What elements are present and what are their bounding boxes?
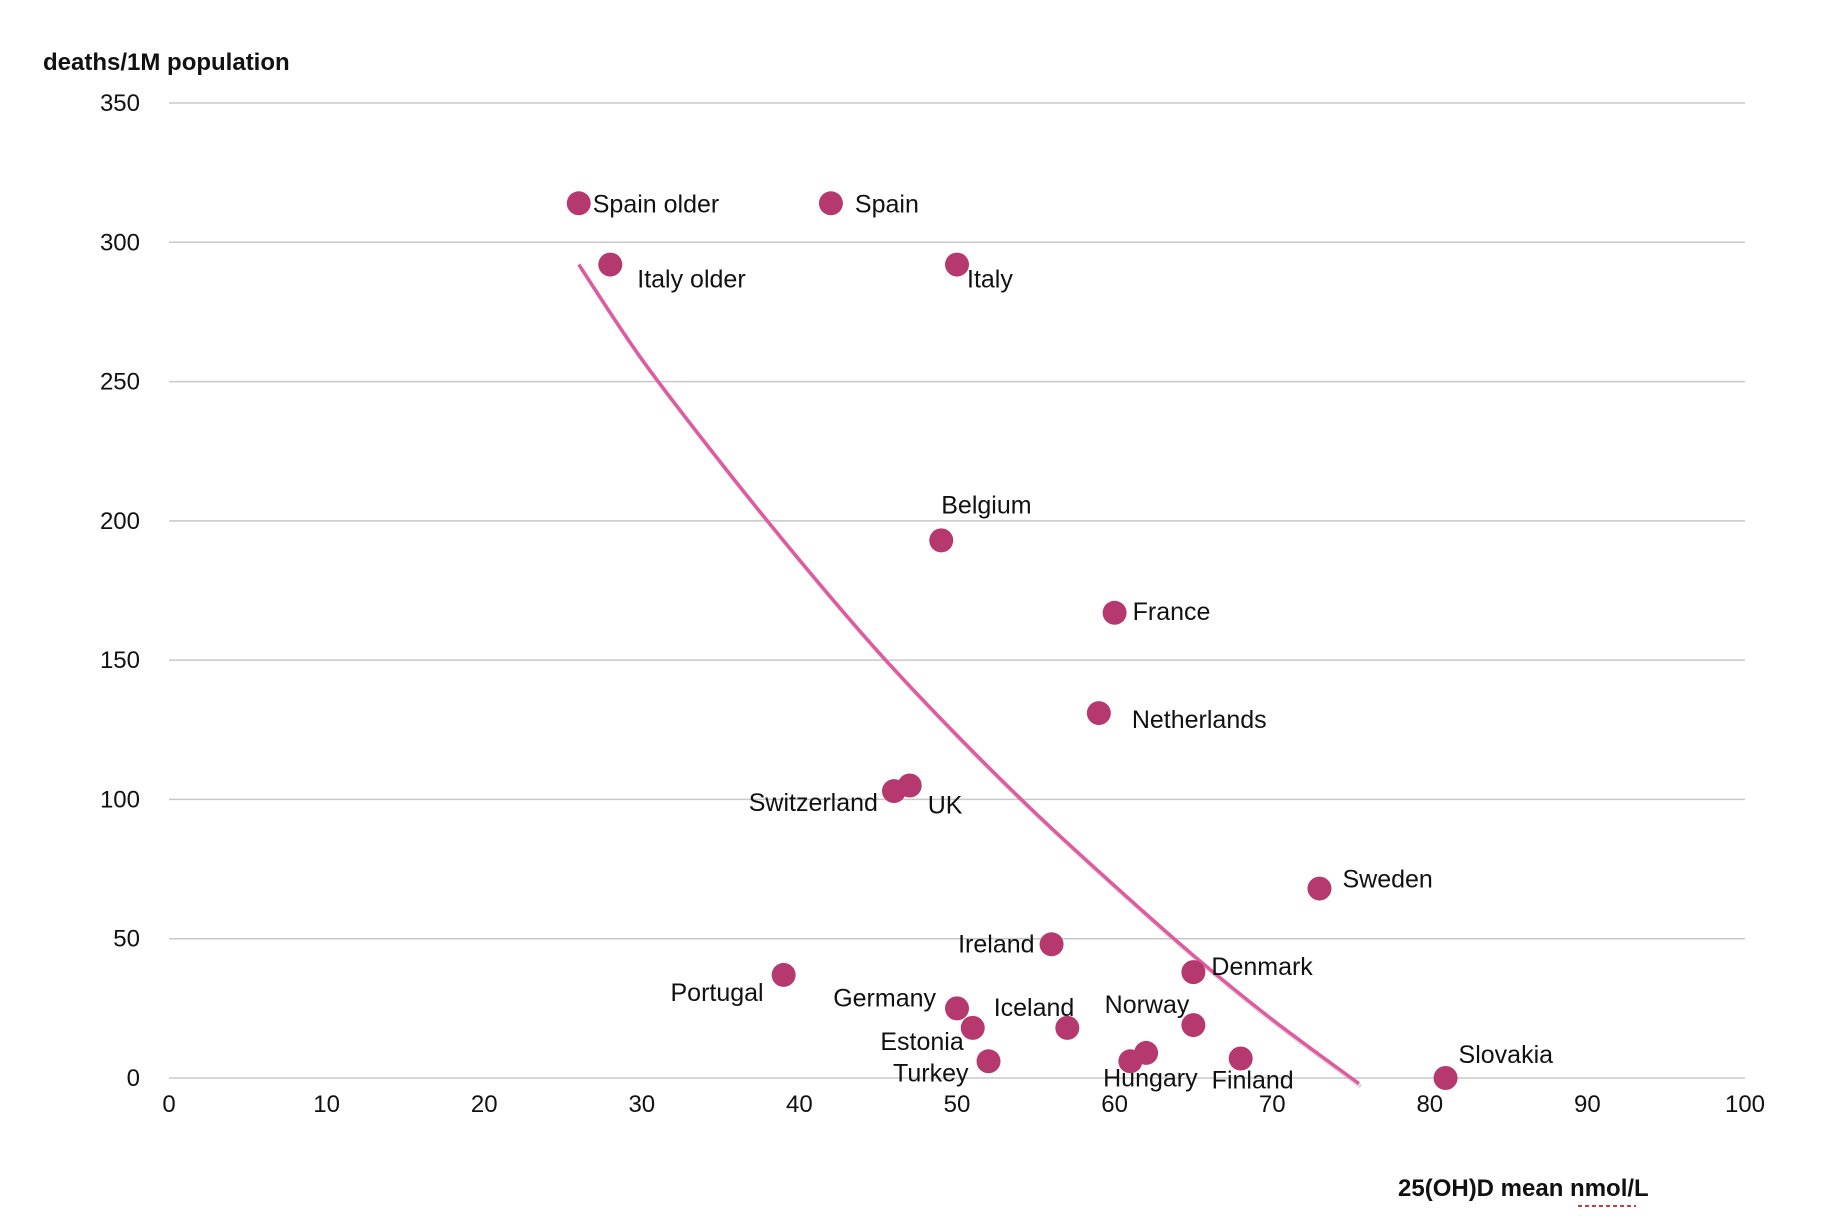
x-tick-label: 30 [628,1091,655,1118]
point-label: Germany [833,984,936,1012]
point-label: Finland [1212,1067,1294,1095]
y-tick-label: 300 [100,229,140,256]
gridlines [169,102,1745,1079]
point-label: Turkey [893,1059,969,1087]
x-tick-label: 80 [1416,1091,1443,1118]
data-point [1039,932,1064,957]
data-points [566,191,1458,1090]
data-point [1055,1015,1080,1040]
data-point [945,252,969,277]
point-label: Norway [1105,991,1190,1019]
trendline-curve [577,263,1360,1085]
y-tick-label: 350 [100,90,140,117]
data-point [1086,701,1111,726]
point-label: Spain [855,190,919,218]
point-label: France [1133,598,1211,626]
point-label: Iceland [994,994,1075,1022]
y-tick-label: 100 [100,786,140,813]
data-point [818,191,843,216]
y-axis-ticks: 0 50 100 150 200 250 300 350 [100,90,140,1092]
data-point [1181,960,1206,985]
trendline [577,263,1363,1089]
x-tick-label: 70 [1259,1091,1286,1118]
point-label: Estonia [880,1028,963,1056]
data-point [1228,1046,1253,1071]
point-labels: Spain older Spain Italy older Italy Belgium F… [593,190,1553,1094]
x-tick-label: 60 [1101,1091,1128,1118]
x-tick-label: 40 [786,1091,813,1118]
point-label: Belgium [941,491,1031,519]
data-point [1307,876,1332,901]
y-tick-label: 150 [100,647,140,674]
point-label: Ireland [958,930,1034,958]
y-tick-label: 200 [100,508,140,535]
data-point [598,252,623,277]
point-label: Italy older [637,266,745,294]
data-point [566,191,591,216]
y-tick-label: 250 [100,369,140,396]
data-point [897,773,922,798]
x-tick-label: 10 [313,1091,340,1118]
point-label: Sweden [1342,866,1432,894]
data-point [1181,1013,1206,1038]
point-label: Italy [967,266,1013,294]
point-label: Slovakia [1459,1041,1554,1069]
x-tick-label: 50 [944,1091,971,1118]
data-point [1134,1040,1159,1065]
data-point [771,962,796,987]
data-point [976,1049,1001,1074]
point-label: Spain older [593,190,719,218]
data-point [929,528,954,553]
point-label: Switzerland [749,789,878,817]
y-tick-label: 0 [127,1065,140,1092]
point-label: UK [928,792,963,820]
x-tick-label: 90 [1574,1091,1601,1118]
x-axis-ticks: 0 10 20 30 40 50 60 70 80 90 100 [162,1091,1765,1118]
data-point [960,1015,985,1040]
x-tick-label: 0 [162,1091,175,1118]
data-point [1102,600,1127,625]
point-label: Netherlands [1132,706,1267,734]
data-point [1433,1066,1458,1090]
y-axis-title: deaths/1M population [43,49,290,76]
point-label: Denmark [1211,953,1313,981]
x-axis-title: 25(OH)D mean nmol/L [1398,1175,1649,1202]
data-point [945,996,969,1021]
point-label: Hungary [1103,1064,1198,1092]
y-tick-label: 50 [113,926,140,953]
x-tick-label: 20 [471,1091,498,1118]
point-label: Portugal [671,979,764,1007]
x-tick-label: 100 [1725,1091,1765,1118]
